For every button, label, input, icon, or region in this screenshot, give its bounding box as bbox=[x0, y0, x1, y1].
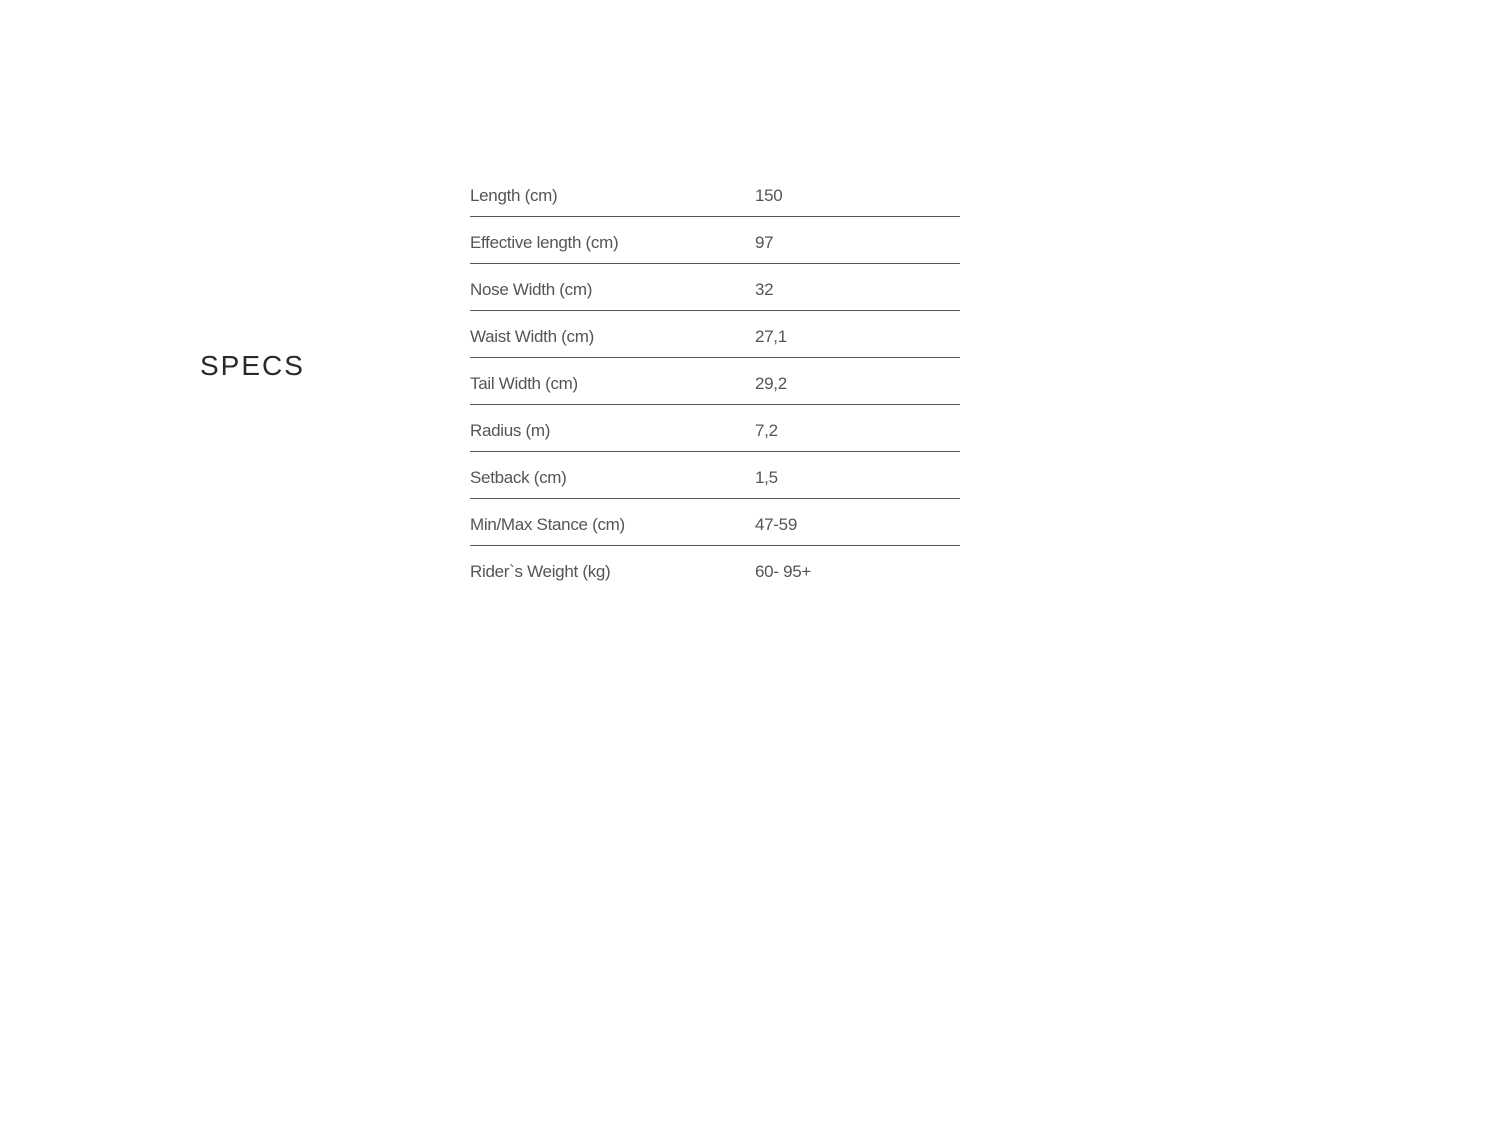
spec-value: 47-59 bbox=[755, 515, 797, 535]
spec-row: Waist Width (cm) 27,1 bbox=[470, 311, 960, 358]
title-section: SPECS bbox=[200, 170, 470, 592]
spec-value: 1,5 bbox=[755, 468, 778, 488]
spec-value: 60- 95+ bbox=[755, 562, 811, 582]
spec-row: Radius (m) 7,2 bbox=[470, 405, 960, 452]
spec-value: 7,2 bbox=[755, 421, 778, 441]
spec-value: 97 bbox=[755, 233, 773, 253]
spec-row: Effective length (cm) 97 bbox=[470, 217, 960, 264]
spec-label: Min/Max Stance (cm) bbox=[470, 515, 755, 535]
page-title: SPECS bbox=[200, 350, 470, 382]
specs-container: SPECS Length (cm) 150 Effective length (… bbox=[0, 0, 1500, 592]
spec-label: Tail Width (cm) bbox=[470, 374, 755, 394]
spec-row: Rider`s Weight (kg) 60- 95+ bbox=[470, 546, 960, 592]
spec-label: Radius (m) bbox=[470, 421, 755, 441]
spec-value: 32 bbox=[755, 280, 773, 300]
spec-row: Length (cm) 150 bbox=[470, 170, 960, 217]
spec-row: Setback (cm) 1,5 bbox=[470, 452, 960, 499]
spec-label: Nose Width (cm) bbox=[470, 280, 755, 300]
spec-label: Waist Width (cm) bbox=[470, 327, 755, 347]
spec-label: Setback (cm) bbox=[470, 468, 755, 488]
spec-label: Length (cm) bbox=[470, 186, 755, 206]
spec-label: Effective length (cm) bbox=[470, 233, 755, 253]
specs-table: Length (cm) 150 Effective length (cm) 97… bbox=[470, 170, 960, 592]
spec-value: 27,1 bbox=[755, 327, 787, 347]
spec-row: Nose Width (cm) 32 bbox=[470, 264, 960, 311]
spec-row: Tail Width (cm) 29,2 bbox=[470, 358, 960, 405]
spec-row: Min/Max Stance (cm) 47-59 bbox=[470, 499, 960, 546]
spec-value: 29,2 bbox=[755, 374, 787, 394]
spec-label: Rider`s Weight (kg) bbox=[470, 562, 755, 582]
spec-value: 150 bbox=[755, 186, 782, 206]
